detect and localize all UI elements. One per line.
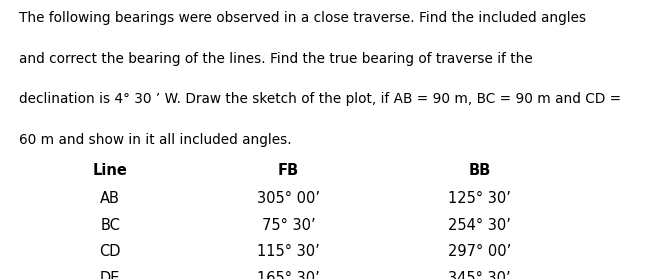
Text: BC: BC — [100, 218, 120, 233]
Text: and correct the bearing of the lines. Find the true bearing of traverse if the: and correct the bearing of the lines. Fi… — [19, 52, 533, 66]
Text: 165° 30’: 165° 30’ — [257, 271, 319, 279]
Text: 345° 30’: 345° 30’ — [448, 271, 511, 279]
Text: declination is 4° 30 ’ W. Draw the sketch of the plot, if AB = 90 m, BC = 90 m a: declination is 4° 30 ’ W. Draw the sketc… — [19, 92, 621, 106]
Text: BB: BB — [469, 163, 491, 178]
Text: 60 m and show in it all included angles.: 60 m and show in it all included angles. — [19, 133, 292, 146]
Text: FB: FB — [278, 163, 299, 178]
Text: Line: Line — [93, 163, 128, 178]
Text: 125° 30’: 125° 30’ — [448, 191, 511, 206]
Text: 254° 30’: 254° 30’ — [448, 218, 511, 233]
Text: DE: DE — [100, 271, 121, 279]
Text: The following bearings were observed in a close traverse. Find the included angl: The following bearings were observed in … — [19, 11, 586, 25]
Text: AB: AB — [100, 191, 120, 206]
Text: 297° 00’: 297° 00’ — [448, 244, 511, 259]
Text: 305° 00’: 305° 00’ — [257, 191, 320, 206]
Text: CD: CD — [99, 244, 121, 259]
Text: 75° 30’: 75° 30’ — [262, 218, 315, 233]
Text: 115° 30’: 115° 30’ — [257, 244, 319, 259]
